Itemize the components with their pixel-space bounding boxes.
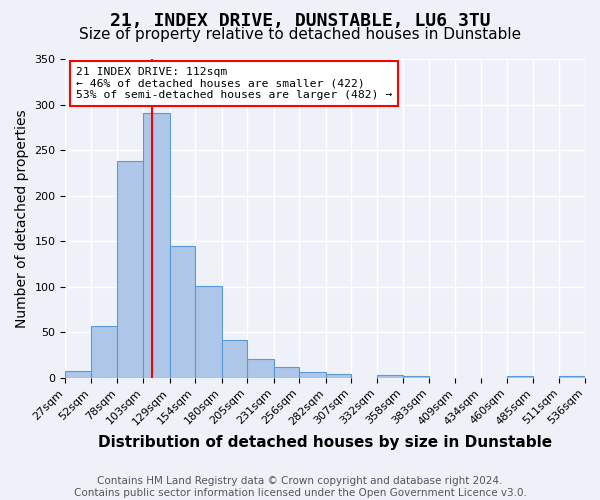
Bar <box>377 375 403 378</box>
Bar <box>118 161 143 378</box>
X-axis label: Distribution of detached houses by size in Dunstable: Distribution of detached houses by size … <box>98 435 552 450</box>
Text: Size of property relative to detached houses in Dunstable: Size of property relative to detached ho… <box>79 28 521 42</box>
Bar <box>195 286 221 378</box>
Bar <box>91 326 118 378</box>
Bar <box>143 113 170 378</box>
Bar <box>326 374 351 378</box>
Bar <box>221 340 247 378</box>
Bar <box>65 370 91 378</box>
Bar <box>508 376 533 378</box>
Text: 21 INDEX DRIVE: 112sqm
← 46% of detached houses are smaller (422)
53% of semi-de: 21 INDEX DRIVE: 112sqm ← 46% of detached… <box>76 67 392 100</box>
Y-axis label: Number of detached properties: Number of detached properties <box>15 109 29 328</box>
Text: 21, INDEX DRIVE, DUNSTABLE, LU6 3TU: 21, INDEX DRIVE, DUNSTABLE, LU6 3TU <box>110 12 490 30</box>
Bar <box>170 246 195 378</box>
Bar <box>247 359 274 378</box>
Bar <box>403 376 429 378</box>
Bar <box>559 376 585 378</box>
Text: Contains HM Land Registry data © Crown copyright and database right 2024.
Contai: Contains HM Land Registry data © Crown c… <box>74 476 526 498</box>
Bar <box>274 367 299 378</box>
Bar <box>299 372 326 378</box>
